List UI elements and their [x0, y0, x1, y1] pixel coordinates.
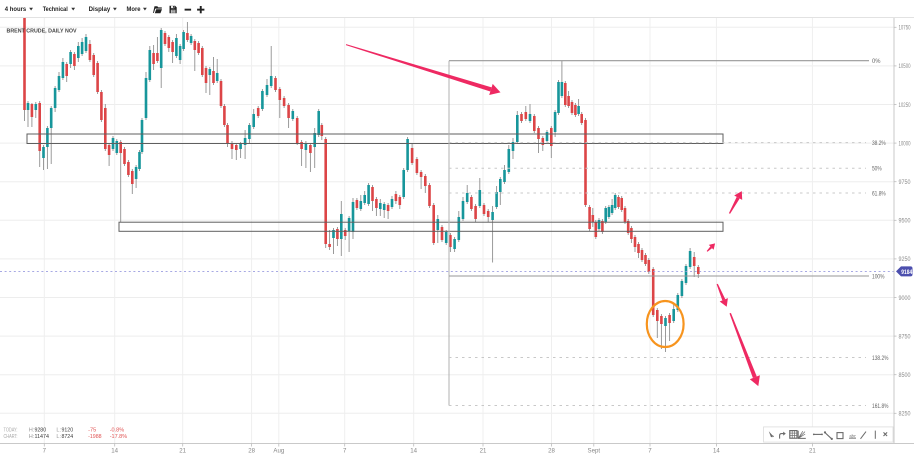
svg-text:14: 14 — [410, 448, 417, 455]
svg-text:9120: 9120 — [62, 428, 74, 434]
svg-text:8724: 8724 — [62, 434, 74, 440]
svg-text:Technical: Technical — [43, 6, 68, 13]
svg-text:Aug: Aug — [273, 448, 284, 455]
svg-text:138.2%: 138.2% — [872, 355, 889, 362]
svg-text:10250: 10250 — [899, 103, 911, 109]
svg-text:28: 28 — [548, 448, 555, 455]
svg-text:21: 21 — [179, 448, 186, 455]
svg-text:8250: 8250 — [899, 412, 912, 418]
svg-text:4 hours: 4 hours — [5, 6, 27, 13]
svg-text:-1988: -1988 — [88, 434, 102, 440]
svg-text:H:: H: — [29, 434, 35, 440]
svg-text:More: More — [127, 6, 141, 13]
svg-text:28: 28 — [248, 448, 255, 455]
svg-text:38.2%: 38.2% — [872, 140, 886, 147]
svg-text:H:: H: — [29, 428, 35, 434]
svg-text:21: 21 — [809, 448, 816, 455]
svg-text:9184: 9184 — [901, 270, 913, 276]
svg-text:50%: 50% — [872, 166, 882, 173]
svg-text:8500: 8500 — [899, 373, 912, 379]
svg-text:21: 21 — [480, 448, 487, 455]
svg-text:Display: Display — [89, 6, 111, 13]
svg-text:14: 14 — [713, 448, 720, 455]
svg-text:11474: 11474 — [35, 434, 50, 440]
svg-text:L:: L: — [56, 434, 61, 440]
svg-text:8750: 8750 — [899, 334, 912, 340]
svg-text:-0.8%: -0.8% — [110, 428, 125, 434]
svg-text:161.8%: 161.8% — [872, 403, 889, 410]
svg-text:10000: 10000 — [899, 141, 911, 147]
svg-text:TODAY:: TODAY: — [4, 428, 18, 434]
svg-text:L:: L: — [56, 428, 61, 434]
svg-text:9000: 9000 — [899, 296, 912, 302]
svg-text:9500: 9500 — [899, 219, 912, 225]
svg-text:10750: 10750 — [899, 26, 911, 32]
svg-text:100%: 100% — [872, 274, 885, 281]
svg-text:BRENT CRUDE, DAILY NOV: BRENT CRUDE, DAILY NOV — [7, 28, 77, 34]
svg-text:10500: 10500 — [899, 64, 911, 70]
svg-text:0%: 0% — [872, 58, 881, 65]
svg-text:9250: 9250 — [899, 257, 912, 263]
svg-text:7: 7 — [648, 448, 652, 455]
svg-text:9280: 9280 — [35, 428, 47, 434]
svg-text:Sept: Sept — [588, 448, 601, 455]
svg-text:14: 14 — [111, 448, 118, 455]
svg-text:-75: -75 — [88, 428, 96, 434]
svg-text:9750: 9750 — [899, 180, 912, 186]
svg-text:7: 7 — [43, 448, 47, 455]
svg-text:abc: abc — [849, 434, 856, 440]
svg-text:7: 7 — [343, 448, 347, 455]
svg-text:61.8%: 61.8% — [872, 191, 886, 198]
svg-text:CHART:: CHART: — [4, 434, 18, 440]
svg-text:-17.8%: -17.8% — [110, 434, 127, 440]
